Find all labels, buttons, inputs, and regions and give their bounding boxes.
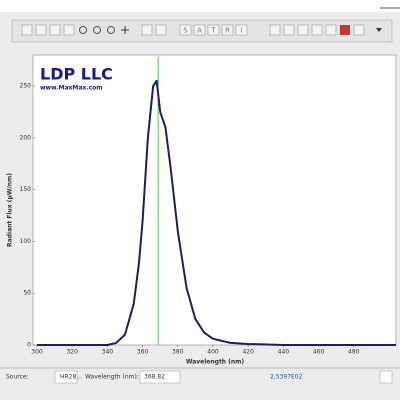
y-tick-label: 200: [20, 134, 32, 141]
pan-icon[interactable]: [121, 26, 129, 34]
y-tick-label: 0: [27, 342, 31, 349]
plot-layer: 300 320 340 360 380 400 420 440 460 480 0 50 100 150 2…: [20, 57, 396, 356]
plot-area: [32, 54, 397, 346]
tool-button[interactable]: [269, 24, 281, 36]
tool-button[interactable]: [297, 24, 309, 36]
tool-button[interactable]: [21, 24, 33, 36]
x-axis-title: Wavelength (nm): [186, 359, 245, 366]
mode-button-label: S: [183, 27, 188, 35]
tool-button[interactable]: [155, 24, 167, 36]
mode-button[interactable]: [207, 24, 220, 36]
brand-url: www.MaxMax.com: [40, 85, 103, 92]
mode-button-label: T: [210, 27, 216, 35]
x-tick-label: 320: [66, 349, 78, 356]
y-tick-label: 150: [20, 186, 32, 193]
y-tick-label: 250: [20, 83, 32, 90]
x-tick-label: 480: [348, 349, 360, 356]
zoom-icon[interactable]: [107, 26, 115, 34]
tool-button[interactable]: [141, 24, 153, 36]
zoom-icon[interactable]: [93, 26, 101, 34]
x-tick-label: 380: [172, 349, 184, 356]
mode-button[interactable]: [179, 24, 192, 36]
mode-button-label: I: [240, 27, 242, 35]
x-tick-label: 440: [278, 349, 290, 356]
top-strip: [0, 0, 400, 12]
spectrum-line: [37, 79, 396, 346]
y-tick-label: 50: [23, 290, 31, 297]
tool-button[interactable]: [35, 24, 47, 36]
source-select[interactable]: [54, 370, 78, 384]
mode-button[interactable]: [221, 24, 234, 36]
source-value: HR28...: [60, 374, 82, 381]
tool-button[interactable]: [340, 25, 350, 35]
x-tick-label: 300: [31, 349, 43, 356]
tool-button[interactable]: [49, 24, 61, 36]
tool-button[interactable]: [325, 24, 337, 36]
zoom-icon[interactable]: [79, 26, 87, 34]
mode-button-label: R: [225, 27, 230, 35]
tool-button[interactable]: [63, 24, 75, 36]
y-tick-label: 100: [20, 238, 32, 245]
tool-icons: [21, 24, 382, 36]
brand-title: LDP LLC: [40, 65, 113, 84]
source-label: Source:: [6, 374, 29, 381]
mode-button[interactable]: [193, 24, 206, 36]
y-axis-title: Radiant Flux (µW/nm): [7, 173, 14, 247]
tool-button[interactable]: [283, 24, 295, 36]
x-tick-label: 420: [242, 349, 254, 356]
x-tick-label: 460: [313, 349, 325, 356]
x-tick-label: 360: [137, 349, 149, 356]
status-icon[interactable]: [379, 370, 393, 384]
wavelength-input[interactable]: [139, 370, 181, 384]
x-tick-label: 400: [207, 349, 219, 356]
x-tick-label: 340: [102, 349, 114, 356]
wavelength-label: Wavelength (nm):: [85, 374, 139, 381]
tool-button[interactable]: [353, 24, 365, 36]
wavelength-value: 368.82: [144, 374, 165, 381]
tool-button[interactable]: [311, 24, 323, 36]
mode-button-label: A: [197, 27, 202, 35]
mode-button[interactable]: [235, 24, 248, 36]
dropdown-arrow[interactable]: [376, 28, 382, 32]
flux-value: 2.5397E02: [270, 374, 303, 381]
